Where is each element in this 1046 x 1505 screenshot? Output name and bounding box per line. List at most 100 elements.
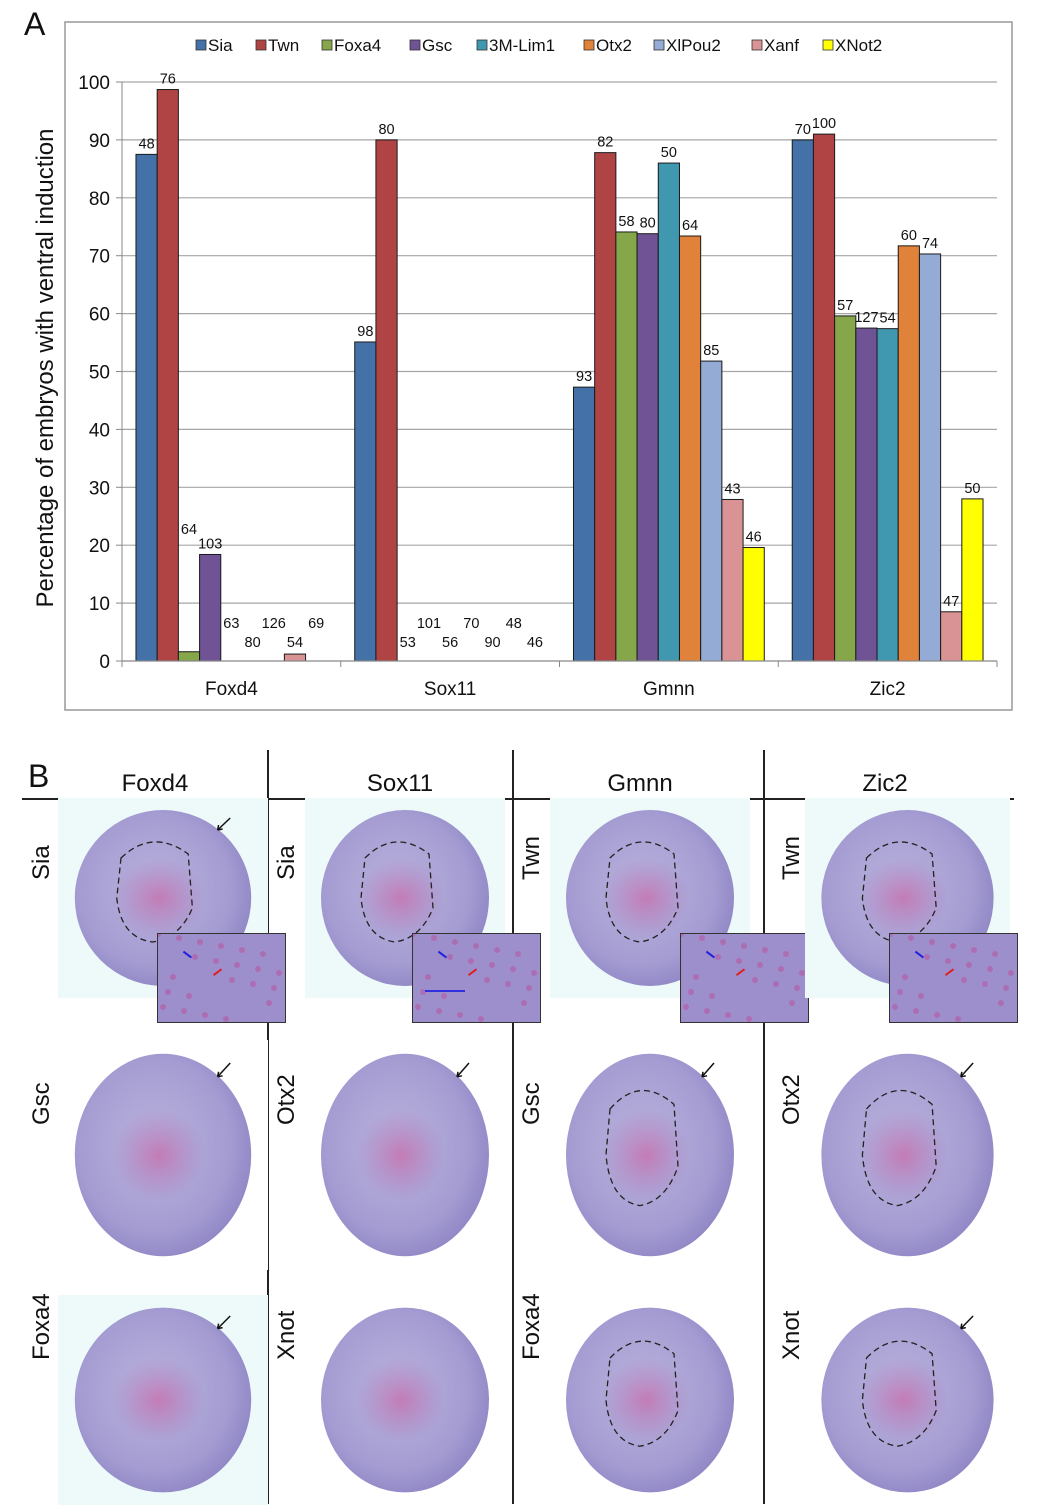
n-label: 100 [812,116,836,132]
legend-swatch-twn [255,39,267,51]
n-labels: 4876641036380126546998805310156709048469… [139,72,981,651]
bar-gsc-foxd4 [199,553,222,662]
n-label: 80 [245,635,261,651]
row-label-foxa4: Foxa4 [28,1293,55,1360]
n-label: 47 [943,594,959,610]
y-tick-label: 0 [99,652,110,673]
bar-twn-sox11 [375,139,398,662]
n-label: 70 [795,122,811,138]
column-divider [763,750,765,1504]
n-label: 93 [576,369,592,385]
stained-region [112,1358,205,1442]
legend-swatch-gsc [409,39,421,51]
dashed-outline [605,841,679,943]
stained-region [112,1109,205,1201]
n-label: 64 [682,218,698,234]
n-label: 43 [724,481,740,497]
red-arrow-icon [944,968,955,976]
embryo-image-gmnn-foxa4 [550,1295,750,1505]
legend-swatch-3m-lim1 [476,39,488,51]
legend-label: Xanf [764,36,799,55]
n-label: 82 [597,135,613,151]
column-header-zic2: Zic2 [862,770,908,797]
n-label: 76 [160,72,176,88]
embryo-image-gmnn-gsc [550,1040,750,1270]
x-tick-label: Sox11 [424,679,476,700]
legend-swatch-xanf [751,39,763,51]
black-arrow-icon [960,1062,974,1078]
black-arrow-icon [216,1315,231,1330]
bar-xnot2-gmnn [742,547,765,662]
bar-gsc-zic2 [855,327,878,662]
legend: Sia Twn Foxa4 Gsc 3M-Lim1 Otx2 XlPou2 Xanf XNot2 [195,36,882,55]
n-label: 90 [484,635,500,651]
y-axis-label: Percentage of embryos with ventral induc… [32,129,59,608]
row-label-twn: Twn [778,835,805,880]
stained-region [357,1109,445,1201]
y-tick-label: 70 [89,247,110,268]
bar-gsc-gmnn [636,233,659,662]
stained-region [602,1109,690,1201]
embryo-image-zic2-otx2 [805,1040,1010,1270]
x-axis: Foxd4 Sox11 Gmnn Zic2 [121,660,998,700]
bar-otx2-zic2 [897,245,920,662]
legend-label: XNot2 [835,36,882,55]
bar-xanf-gmnn [721,498,744,662]
bar-3m-lim1-zic2 [876,328,899,662]
black-arrow-icon [701,1062,715,1078]
n-label: 50 [661,145,677,161]
column-header-sox11: Sox11 [366,770,434,797]
panel-b-image-grid: B Foxd4 Sox11 Gmnn Zic2 Sia Sia [0,740,1046,1505]
stained-region [858,858,949,938]
row-label-xnot: Xnot [778,1310,805,1360]
dashed-outline [360,841,434,943]
inset-magnified-gmnn [680,933,809,1023]
y-tick-label: 80 [89,189,110,210]
n-label: 127 [854,310,878,326]
n-label: 70 [463,616,479,632]
red-arrow-icon [467,968,478,976]
legend-label: Sia [208,36,233,55]
n-label: 101 [417,616,441,632]
bar-foxa4-zic2 [834,315,857,662]
bar-sia-foxd4 [135,153,158,662]
legend-label: XlPou2 [666,36,721,55]
bar-sia-gmnn [572,386,596,662]
column-divider [267,750,269,1504]
bar-otx2-gmnn [678,235,702,662]
blue-arrow-icon [705,950,715,959]
blue-arrow-icon [437,950,447,959]
row-label-gsc: Gsc [518,1082,545,1125]
stained-region [858,1109,949,1201]
bar-sia-zic2 [791,139,814,662]
legend-swatch-sia [195,39,207,51]
dashed-outline [861,1089,937,1207]
row-label-twn: Twn [518,835,545,880]
header-divider [22,798,1014,800]
y-tick-label: 20 [89,536,110,557]
n-label: 60 [901,228,917,244]
y-tick-label: 50 [89,363,110,384]
n-label: 48 [506,616,522,632]
n-label: 46 [746,530,762,546]
blue-arrow-icon [182,950,192,959]
stained-region [357,858,445,938]
n-label: 46 [527,635,543,651]
embryo-image-sox11-otx2 [305,1040,505,1270]
n-label: 58 [618,214,634,230]
legend-label: Otx2 [596,36,632,55]
n-label: 103 [198,536,222,552]
n-label: 53 [400,635,416,651]
legend-label: Twn [268,36,299,55]
n-label: 126 [262,616,286,632]
legend-swatch-foxa4 [321,39,333,51]
legend-label: Gsc [422,36,453,55]
n-label: 56 [442,635,458,651]
column-header-gmnn: Gmnn [607,770,673,797]
embryo-image-zic2-xnot [805,1295,1010,1505]
row-label-otx2: Otx2 [273,1074,300,1125]
black-arrow-icon [960,1315,974,1330]
n-label: 85 [703,343,719,359]
bar-twn-zic2 [812,133,836,662]
